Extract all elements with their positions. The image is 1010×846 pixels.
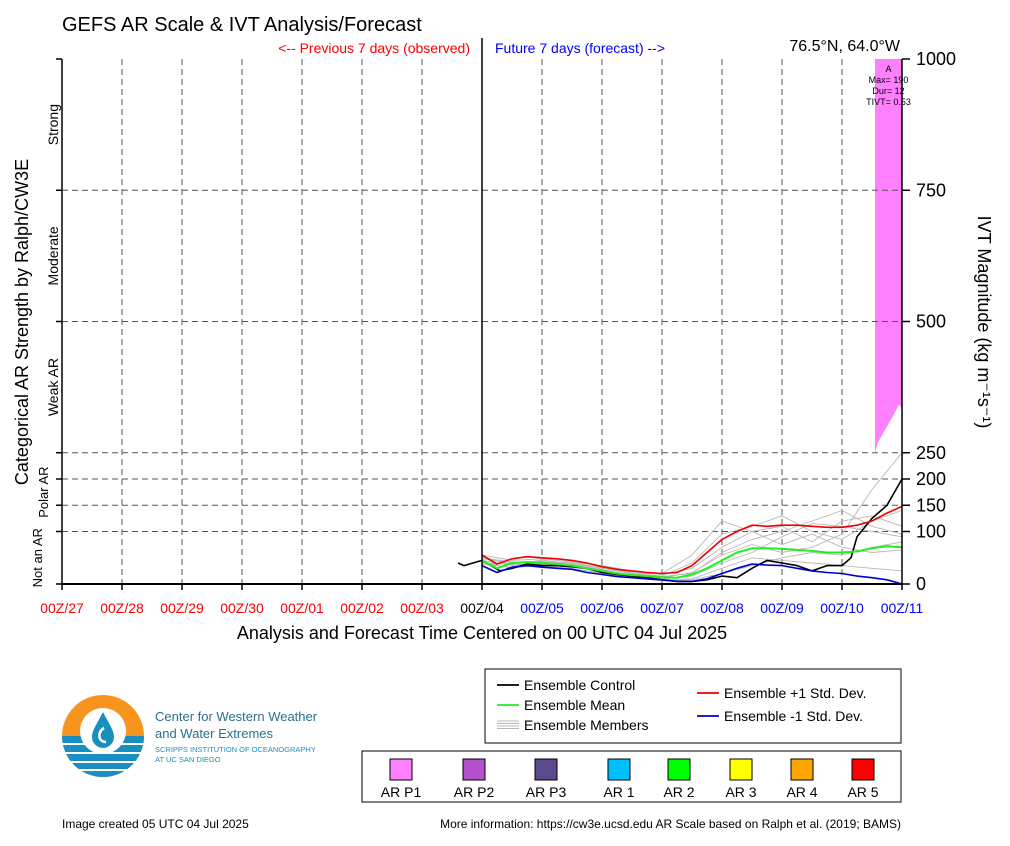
logo-text-line4: AT UC SAN DIEGO [155,755,221,764]
ar-period-label: A [885,64,891,74]
location-label: 76.5°N, 64.0°W [789,38,901,55]
ar-period-region [875,59,902,453]
category-label: Strong [45,104,61,145]
ar-period-max: Max= 190 [869,75,909,85]
more-info-text: More information: https://cw3e.ucsd.edu … [440,817,901,831]
legend-label: Ensemble Control [524,677,635,693]
footer: Image created 05 UTC 04 Jul 2025 More in… [62,817,901,831]
ar-scale-label: AR P1 [381,784,422,800]
x-tick-label: 00Z/29 [160,600,204,616]
x-tick-label: 00Z/01 [280,600,324,616]
y-axis-label-left: Categorical AR Strength by Ralph/CW3E [12,159,32,485]
y-tick-label: 100 [916,522,946,542]
y-tick-label: 150 [916,495,946,515]
x-tick-label: 00Z/06 [580,600,624,616]
legend-label: Ensemble +1 Std. Dev. [724,685,867,701]
image-created-text: Image created 05 UTC 04 Jul 2025 [62,817,249,831]
ar-scale-label: AR 4 [786,784,817,800]
y-tick-label: 1000 [916,49,956,69]
ar-scale-swatch [534,758,558,781]
legend-lines: Ensemble Control Ensemble Mean Ensemble Me… [484,668,902,744]
ar-scale-label: AR 1 [603,784,634,800]
x-tick-label: 00Z/09 [760,600,804,616]
x-tick-label: 00Z/03 [400,600,444,616]
minus-std-line [481,563,903,585]
y-tick-label: 500 [916,312,946,332]
x-tick-label: 00Z/05 [520,600,564,616]
y-tick-label: 200 [916,469,946,489]
ar-scale-swatch [389,758,413,781]
y-tick-label: 750 [916,180,946,200]
category-label: Moderate [45,226,61,285]
legend-ar-scale: AR P1 AR P2 AR P3 AR 1 AR 2 AR 3 AR 4 AR 5 [361,750,902,803]
y-tick-label: 250 [916,443,946,463]
x-tick-label: 00Z/27 [40,600,84,616]
x-tick-label: 00Z/30 [220,600,264,616]
y-tick-label: 0 [916,574,926,594]
ar-scale-swatch [790,758,814,781]
logo-water-icon [62,736,144,777]
ar-scale-label: AR 3 [725,784,756,800]
y-axis-label-right: IVT Magnitude (kg m⁻¹s⁻¹) [974,216,994,429]
x-tick-label: 00Z/07 [640,600,684,616]
axes [61,38,903,585]
future-days-label: Future 7 days (forecast) --> [495,40,665,56]
ar-scale-swatch [462,758,486,781]
ar-scale-swatch [667,758,691,781]
x-tick-label: 00Z/28 [100,600,144,616]
logo-swirl-icon [98,726,107,744]
ar-scale-swatch [851,758,875,781]
legend-box [484,668,902,744]
cw3e-logo: Center for Western Weather and Water Extr… [62,695,318,777]
ar-scale-label: AR P2 [454,784,495,800]
category-label: Weak AR [45,358,61,416]
ensemble-series [457,478,903,585]
legend-label: Ensemble Members [524,717,649,733]
x-tick-label: 00Z/08 [700,600,744,616]
previous-days-label: <-- Previous 7 days (observed) [278,40,470,56]
x-tick-label: 00Z/02 [340,600,384,616]
ensemble-mean-line [481,545,903,579]
legend-label: Ensemble -1 Std. Dev. [724,708,863,724]
logo-text-line3: SCRIPPS INSTITUTION OF OCEANOGRAPHY [155,745,316,754]
x-tick-label: 00Z/10 [820,600,864,616]
category-label: Not an AR [30,528,45,587]
category-label: Polar AR [36,466,51,517]
x-tick-label: 00Z/04 [460,600,504,616]
ar-scale-label: AR 2 [663,784,694,800]
logo-text-line1: Center for Western Weather [155,709,318,724]
ar-scale-label: AR P3 [526,784,567,800]
ensemble-member-line [481,541,903,582]
logo-text-line2: and Water Extremes [155,726,274,741]
chart-labels: GEFS AR Scale & IVT Analysis/Forecast <-… [12,14,994,643]
legend-label: Ensemble Mean [524,697,625,713]
plus-std-line [481,505,903,575]
tick-labels: 00Z/27 00Z/28 00Z/29 00Z/30 00Z/01 00Z/02 00Z/… [30,49,956,616]
ar-period-duration: Dur= 12 [872,86,904,96]
ar-scale-label: AR 5 [847,784,878,800]
ar-scale-swatch [607,758,631,781]
x-axis-label: Analysis and Forecast Time Centered on 0… [237,623,727,643]
ar-period-tivt: TIVT= 0.53 [866,97,911,107]
x-tick-label: 00Z/11 [881,600,924,616]
ensemble-member-line [481,557,903,581]
chart-title: GEFS AR Scale & IVT Analysis/Forecast [62,14,422,36]
ensemble-members [481,452,903,582]
ar-scale-swatch [729,758,753,781]
